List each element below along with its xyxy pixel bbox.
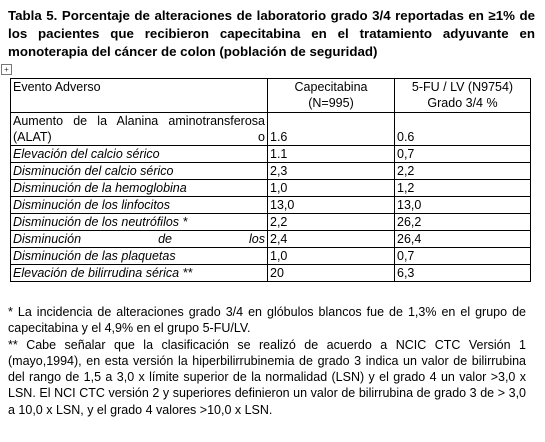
- header-text: Capecitabina: [294, 80, 368, 94]
- table-cell: 26,4: [394, 230, 531, 248]
- table-cell: Disminución de las plaquetas: [10, 247, 268, 265]
- table-row: Elevación del calcio sérico 1.1 0,7: [10, 145, 531, 163]
- table-cell: 1,0: [267, 247, 395, 265]
- table-cell: Disminución de los neutrófilos *: [10, 213, 268, 231]
- table-row: Disminución de los 2,4 26,4: [10, 230, 531, 248]
- header-cell: 5-FU / LV (N9754) Grado 3/4 %: [394, 78, 531, 113]
- table-row: Disminución del calcio sérico 2,3 2,2: [10, 162, 531, 180]
- table-cell: Disminución de la hemoglobina: [10, 179, 268, 197]
- header-text: Grado 3/4 %: [427, 96, 498, 110]
- table-row: Disminución de los linfocitos 13,0 13,0: [10, 196, 531, 214]
- table-title: Tabla 5. Porcentaje de alteraciones de l…: [8, 8, 535, 59]
- table-cell: 0,7: [394, 145, 531, 163]
- table-cell: 1,2: [394, 179, 531, 197]
- table-cell: Aumento de la Alanina aminotransferosa (…: [10, 112, 268, 146]
- footnotes: * La incidencia de alteraciones grado 3/…: [8, 304, 526, 418]
- table-cell: Disminución de los: [10, 230, 268, 248]
- header-cell: Evento Adverso: [10, 78, 268, 113]
- table-cell: 2,2: [394, 162, 531, 180]
- table-cell: 20: [267, 264, 395, 282]
- table-cell: 0,7: [394, 247, 531, 265]
- table-row: Disminución de los neutrófilos * 2,2 26,2: [10, 213, 531, 231]
- table-cell: 13,0: [394, 196, 531, 214]
- table-cell: 6,3: [394, 264, 531, 282]
- header-cell: Capecitabina (N=995): [267, 78, 395, 113]
- table-cell: Disminución de los linfocitos: [10, 196, 268, 214]
- table-move-handle[interactable]: +: [1, 64, 12, 75]
- header-text: (N=995): [308, 96, 354, 110]
- table-cell: 2,3: [267, 162, 395, 180]
- table-row: Disminución de la hemoglobina 1,0 1,2: [10, 179, 531, 197]
- table-cell: 13,0: [267, 196, 395, 214]
- table-cell: 1.6: [267, 112, 395, 146]
- table-cell: 2,4: [267, 230, 395, 248]
- table-cell: Elevación del calcio sérico: [10, 145, 268, 163]
- table-cell: Disminución del calcio sérico: [10, 162, 268, 180]
- results-table: Evento Adverso Capecitabina (N=995) 5-FU / …: [10, 78, 531, 282]
- table-cell: 2,2: [267, 213, 395, 231]
- footnote: ** Cabe señalar que la clasificación se …: [8, 337, 526, 417]
- table-cell: 26,2: [394, 213, 531, 231]
- table-row: Elevación de bilirrudina sérica ** 20 6,3: [10, 264, 531, 282]
- table-row: Aumento de la Alanina aminotransferosa (…: [10, 112, 531, 146]
- table-cell: Elevación de bilirrudina sérica **: [10, 264, 268, 282]
- header-text: 5-FU / LV (N9754): [411, 80, 514, 94]
- footnote: * La incidencia de alteraciones grado 3/…: [8, 305, 526, 336]
- table-cell: 0.6: [394, 112, 531, 146]
- table-cell: 1.1: [267, 145, 395, 163]
- table-cell: 1,0: [267, 179, 395, 197]
- header-text: Evento Adverso: [13, 80, 101, 94]
- table-row: Disminución de las plaquetas 1,0 0,7: [10, 247, 531, 265]
- header-row: Evento Adverso Capecitabina (N=995) 5-FU / …: [10, 78, 531, 113]
